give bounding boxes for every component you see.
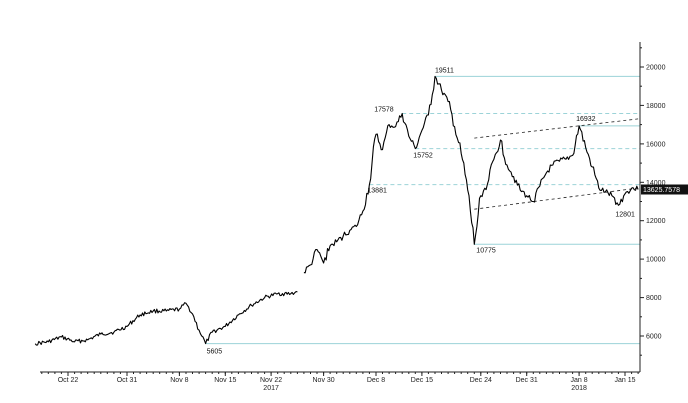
y-tick-label: 18000 <box>646 103 666 110</box>
x-tick-label: Nov 22 <box>260 377 282 384</box>
annotation-10775: 10775 <box>476 247 496 254</box>
annotation-19511: 19511 <box>435 67 454 74</box>
y-tick-label: 6000 <box>646 334 662 341</box>
price-series <box>34 75 639 346</box>
x-year-label: 2018 <box>571 385 587 392</box>
channel-line-lower <box>474 187 639 210</box>
annotation-12801: 12801 <box>615 211 635 218</box>
x-tick-label: Dec 15 <box>411 377 433 384</box>
horizontal-levels <box>205 75 640 345</box>
y-tick-label: 20000 <box>646 65 666 72</box>
y-tick-label: 12000 <box>646 218 666 225</box>
channel-line-upper <box>474 118 639 139</box>
x-tick-label: Jan 15 <box>614 377 635 384</box>
price-series-2 <box>303 75 639 274</box>
trend-channel <box>474 118 639 210</box>
annotations: 19511 17578 15752 13881 10775 16932 12801 5605 <box>207 67 635 355</box>
x-tick-label: Jan 8 <box>571 377 588 384</box>
y-tick-label: 14000 <box>646 180 666 187</box>
x-tick-label: Oct 31 <box>117 377 138 384</box>
x-tick-label: Oct 22 <box>58 377 79 384</box>
x-tick-label: Dec 8 <box>367 377 385 384</box>
last-value-label: 13625.7578 <box>643 187 680 194</box>
x-tick-label: Dec 31 <box>516 377 538 384</box>
y-tick-label: 8000 <box>646 295 662 302</box>
y-tick-label: 10000 <box>646 257 666 264</box>
annotation-13881: 13881 <box>367 188 387 195</box>
x-tick-label: Dec 24 <box>470 377 492 384</box>
x-year-label: 2017 <box>263 385 279 392</box>
annotation-15752: 15752 <box>413 153 433 160</box>
x-tick-label: Nov 8 <box>170 377 188 384</box>
annotation-17578: 17578 <box>374 107 394 114</box>
last-value-box <box>641 184 688 195</box>
annotation-5605: 5605 <box>207 349 223 356</box>
x-tick-label: Nov 15 <box>214 377 236 384</box>
x-tick-label: Nov 30 <box>313 377 335 384</box>
axes: 6000 8000 10000 12000 14000 16000 18000 20000 Oc… <box>40 42 688 392</box>
annotation-16932: 16932 <box>576 116 596 123</box>
price-series-1 <box>34 291 298 346</box>
y-tick-label: 16000 <box>646 141 666 148</box>
